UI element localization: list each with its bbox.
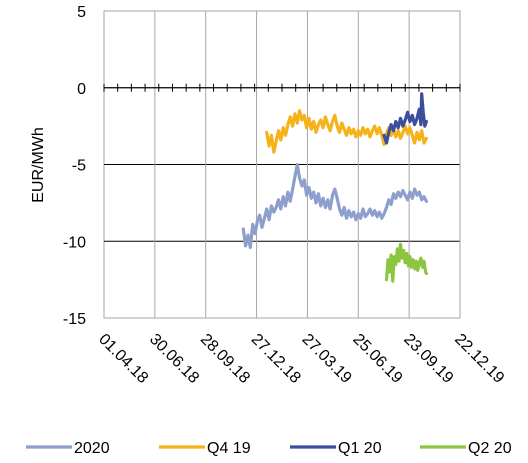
- y-tick-label: -10: [63, 234, 86, 251]
- x-tick-label: 01.04.18: [95, 331, 151, 387]
- series-lines: [241, 92, 428, 283]
- x-tick-label: 22.12.19: [451, 331, 507, 387]
- x-tick-labels: 01.04.1830.06.1828.09.1827.12.1827.03.19…: [95, 331, 507, 387]
- y-tick-label: 0: [77, 81, 86, 98]
- y-axis-title: EUR/MWh: [30, 127, 47, 203]
- x-tick-label: 28.09.18: [197, 331, 253, 387]
- y-tick-label: 5: [77, 4, 86, 21]
- legend-label: Q2 20: [468, 440, 512, 457]
- x-tick-label: 30.06.18: [146, 331, 202, 387]
- legend-label: Q1 20: [338, 440, 382, 457]
- legend: 2020 Q4 19 Q1 20 Q2 20: [26, 440, 512, 457]
- y-tick-label: -5: [72, 158, 86, 175]
- x-tick-label: 25.06.19: [349, 331, 405, 387]
- series-line-2020: [241, 162, 428, 249]
- y-tick-labels: 5 0 -5 -10 -15: [63, 4, 86, 328]
- grid-lines: [104, 10, 461, 319]
- legend-label: 2020: [74, 440, 110, 457]
- y-tick-label: -15: [63, 311, 86, 328]
- x-tick-label: 27.12.18: [248, 331, 304, 387]
- legend-label: Q4 19: [207, 440, 251, 457]
- series-line-q4-19: [265, 109, 428, 154]
- series-line-q2-20: [384, 242, 428, 283]
- x-tick-label: 27.03.19: [299, 331, 355, 387]
- x-tick-label: 23.09.19: [400, 331, 456, 387]
- series-line-q1-20: [382, 92, 428, 145]
- zero-axis: [103, 83, 461, 92]
